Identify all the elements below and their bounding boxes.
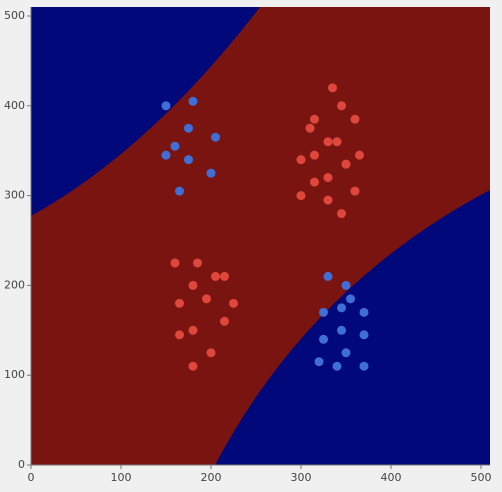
blue-region bbox=[31, 7, 260, 216]
point bbox=[359, 330, 369, 340]
point bbox=[319, 334, 328, 344]
x-tick-label: 100 bbox=[111, 471, 132, 484]
x-tick-label: 400 bbox=[381, 471, 402, 484]
point bbox=[346, 294, 355, 304]
point bbox=[170, 258, 180, 268]
point bbox=[323, 271, 333, 281]
point bbox=[184, 155, 193, 165]
point bbox=[314, 357, 324, 367]
point bbox=[337, 303, 346, 313]
point bbox=[175, 298, 184, 308]
point bbox=[359, 361, 369, 371]
point bbox=[229, 298, 238, 308]
point bbox=[220, 271, 229, 281]
point bbox=[350, 114, 360, 124]
point bbox=[184, 123, 193, 133]
point bbox=[332, 137, 342, 147]
point bbox=[305, 123, 315, 133]
point bbox=[359, 307, 369, 317]
point bbox=[310, 150, 319, 160]
y-tick-label: 0 bbox=[18, 458, 25, 471]
point bbox=[296, 155, 306, 165]
point bbox=[188, 361, 198, 371]
point bbox=[193, 258, 202, 268]
point bbox=[188, 96, 198, 106]
point bbox=[220, 316, 229, 326]
y-tick-label: 500 bbox=[4, 9, 25, 22]
point bbox=[355, 150, 364, 160]
point bbox=[202, 294, 211, 304]
point bbox=[341, 280, 351, 290]
x-tick-label: 0 bbox=[28, 471, 35, 484]
point bbox=[211, 271, 220, 281]
point bbox=[328, 83, 337, 93]
blue-region bbox=[215, 190, 490, 465]
point bbox=[175, 186, 184, 196]
y-tick-label: 400 bbox=[4, 99, 25, 112]
point bbox=[319, 307, 328, 317]
point bbox=[211, 132, 220, 142]
point bbox=[350, 186, 360, 196]
point bbox=[188, 280, 198, 290]
x-tick-label: 300 bbox=[291, 471, 312, 484]
point bbox=[296, 191, 306, 201]
y-tick-label: 200 bbox=[4, 278, 25, 291]
y-tick-label: 100 bbox=[4, 368, 25, 381]
point bbox=[161, 101, 171, 111]
point bbox=[310, 177, 319, 187]
point bbox=[323, 195, 333, 205]
point bbox=[310, 114, 319, 124]
x-tick-label: 200 bbox=[201, 471, 222, 484]
point bbox=[323, 137, 333, 147]
point bbox=[206, 168, 216, 178]
point bbox=[337, 101, 346, 111]
point bbox=[206, 348, 216, 358]
point bbox=[188, 325, 198, 335]
point bbox=[341, 348, 351, 358]
point bbox=[161, 150, 171, 160]
x-tick-label: 500 bbox=[471, 471, 492, 484]
point bbox=[337, 209, 346, 219]
point bbox=[170, 141, 180, 151]
point bbox=[332, 361, 342, 371]
y-tick-label: 300 bbox=[4, 189, 25, 202]
point bbox=[337, 325, 346, 335]
point bbox=[323, 173, 333, 183]
point bbox=[341, 159, 351, 169]
point bbox=[175, 330, 184, 340]
